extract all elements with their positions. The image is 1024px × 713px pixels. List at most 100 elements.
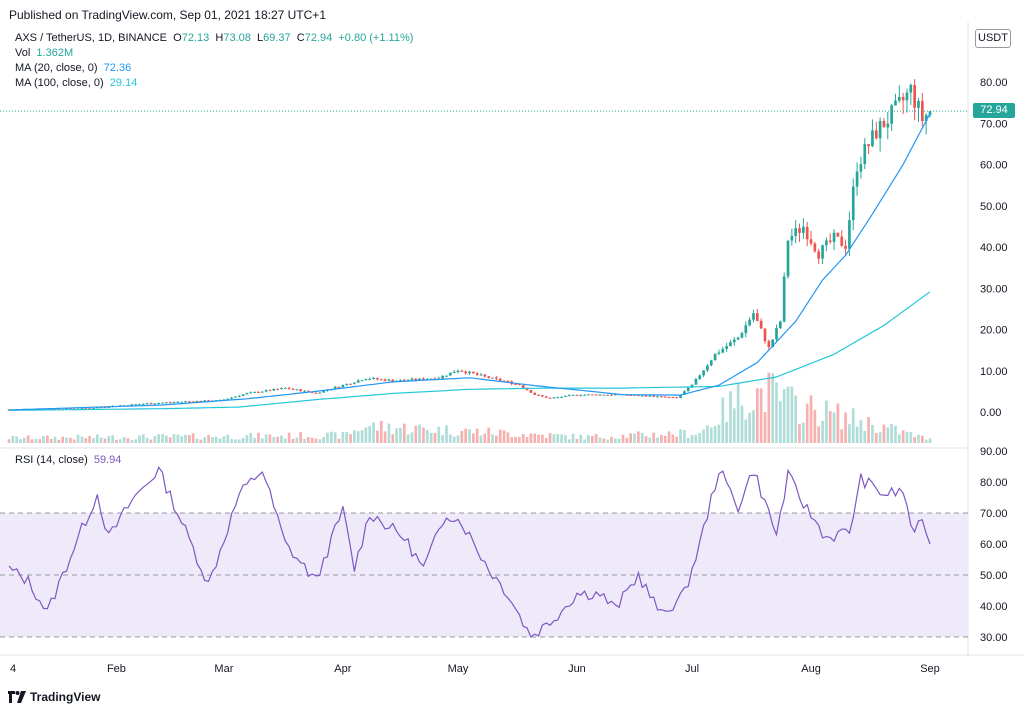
volume-bar [15,436,19,443]
candle-body [851,186,855,221]
volume-bar [280,435,283,443]
volume-bar [164,435,168,443]
candle-body [606,394,609,396]
volume-bar [7,439,11,443]
volume-bar [825,400,828,443]
volume-bar [863,430,867,443]
volume-bar [928,438,932,443]
candle-body [748,319,751,326]
candle-body [287,387,291,389]
volume-bar [391,434,395,443]
volume-bar [491,434,494,443]
volume-bar [253,438,256,443]
volume-bar [103,438,107,443]
volume-bar [395,428,398,443]
candle-body [909,85,913,93]
volume-bar [168,437,172,443]
tradingview-footer[interactable]: TradingView [8,690,100,704]
volume-bar [72,439,76,443]
rsi-axis-tick: 70.00 [980,508,1008,520]
candle-body [594,394,598,396]
volume-bar [337,438,341,443]
candle-body [571,394,575,396]
currency-button[interactable]: USDT [975,29,1011,48]
candle-body [656,396,659,398]
candle-body [890,105,893,124]
volume-bar [99,437,103,443]
volume-bar [828,411,832,443]
ma100-value: 29.14 [109,77,138,89]
volume-legend[interactable]: Vol 1.362M [15,47,73,59]
volume-bar [767,372,771,443]
volume-bar [26,435,30,443]
volume-bar [844,412,847,443]
candle-body [848,220,851,249]
candle-body [567,395,571,397]
candle-body [629,394,633,396]
price-axis-tick: 10.00 [980,366,1008,378]
volume-bar [376,430,379,443]
volume-bar [372,422,375,443]
ma20-label: MA (20, close, 0) [15,62,98,74]
candle-body [383,379,387,381]
candle-body [364,379,368,381]
ma20-legend[interactable]: MA (20, close, 0) 72.36 [15,62,131,74]
candle-body [92,407,95,409]
candle-body [671,397,675,399]
candle-body [794,228,798,236]
volume-bar [149,439,153,443]
volume-bar [460,430,464,443]
volume-bar [115,439,118,443]
candle-body [874,130,878,139]
volume-bar [471,433,475,443]
ma100-legend[interactable]: MA (100, close, 0) 29.14 [15,77,137,89]
rsi-legend[interactable]: RSI (14, close) 59.94 [15,454,121,466]
volume-bar [433,432,437,443]
price-axis-tick: 60.00 [980,160,1008,172]
volume-bar [544,438,548,443]
volume-bar [913,437,916,443]
candle-body [732,339,736,343]
volume-bar [790,386,794,443]
volume-bar [686,437,690,443]
volume-bar [422,427,425,443]
volume-bar [80,436,84,443]
candle-body [564,395,567,397]
volume-bar [195,438,199,443]
volume-bar [180,436,184,443]
candle-body [552,397,556,399]
candle-body [533,392,537,395]
candle-body [479,374,483,376]
volume-bar [763,412,767,443]
volume-bar [698,432,702,443]
low-label: L [256,32,264,44]
candle-body [349,383,352,385]
candle-body [679,394,682,398]
candle-body [341,384,345,388]
candle-body [149,403,153,405]
volume-bar [310,437,314,443]
volume-bar [410,432,414,443]
volume-bar [514,436,517,443]
candle-body [234,396,237,398]
candle-body [717,352,721,354]
candle-body [495,377,498,379]
volume-bar [498,429,502,443]
candle-body [456,370,460,373]
volume-bar [118,439,122,443]
volume-bar [264,434,268,443]
volume-bar [821,421,824,443]
candle-body [253,391,256,393]
candle-body [590,394,594,396]
volume-bar [729,391,732,443]
volume-bar [364,427,368,443]
candle-body [698,375,702,380]
volume-bar [318,439,322,443]
rsi-axis-tick: 50.00 [980,570,1008,582]
volume-bar [533,433,537,443]
volume-bar [594,434,598,443]
volume-bar [525,437,529,443]
candle-body [802,226,805,233]
symbol-name[interactable]: AXS / TetherUS, 1D, BINANCE [15,32,168,44]
